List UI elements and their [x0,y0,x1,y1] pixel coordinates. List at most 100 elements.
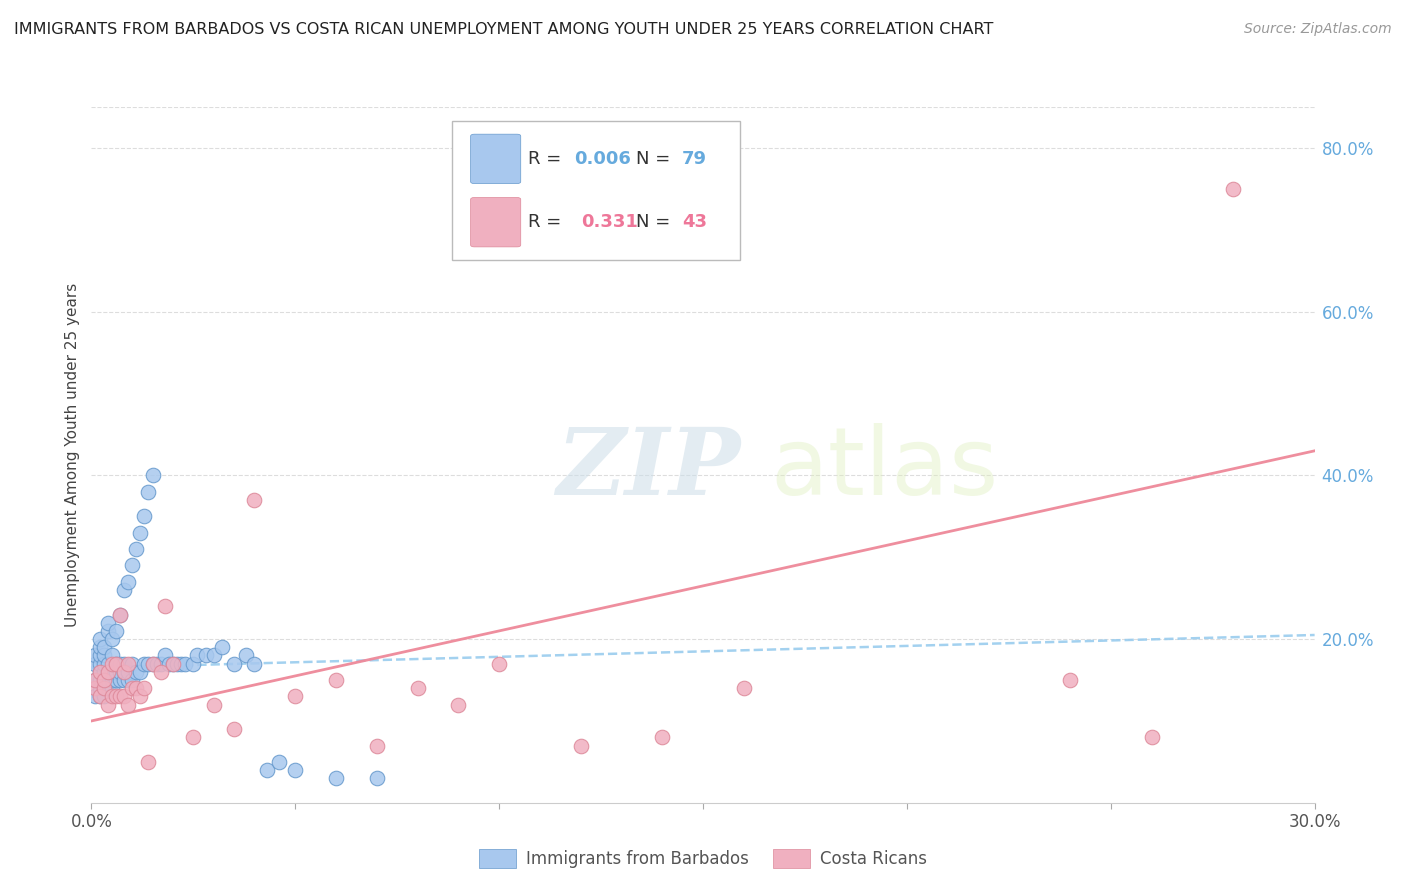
Point [125,665,148,679]
Point [101,690,124,704]
Point [108,690,131,704]
Point [101,681,124,696]
Point [89,632,111,646]
Point [138,755,160,769]
Point [284,763,307,777]
Point [97,673,120,687]
FancyBboxPatch shape [471,197,520,247]
Point [89,665,111,679]
Point [117,673,139,687]
Point [108,607,131,622]
Point [84,681,107,696]
Point [170,657,193,671]
Point [104,624,127,638]
Point [97,665,120,679]
Point [117,665,139,679]
Point [97,681,120,696]
Point [89,673,111,687]
Point [89,648,111,663]
Point [108,607,131,622]
Point [284,690,307,704]
Y-axis label: Unemployment Among Youth under 25 years: Unemployment Among Youth under 25 years [65,283,80,627]
Point [93,681,115,696]
Point [89,681,111,696]
Point [89,690,111,704]
Point [222,657,246,671]
Point [117,698,139,712]
Text: N =: N = [636,213,676,231]
Text: 0.331: 0.331 [581,213,637,231]
Point [93,640,115,655]
Point [112,665,135,679]
Point [129,690,152,704]
Point [129,525,152,540]
Point [145,657,167,671]
Point [104,657,127,671]
Point [141,657,163,671]
Point [112,657,135,671]
Text: N =: N = [636,150,676,168]
Point [129,665,152,679]
Point [101,648,124,663]
Point [112,582,135,597]
Point [84,648,107,663]
Point [93,673,115,687]
Point [243,657,266,671]
Point [211,640,233,655]
Point [104,673,127,687]
Point [84,673,107,687]
Point [1059,673,1081,687]
Point [121,558,143,573]
Point [134,509,156,524]
Point [406,681,429,696]
Point [121,657,143,671]
Point [149,665,172,679]
Point [112,673,135,687]
Point [89,657,111,671]
Point [134,681,156,696]
Point [186,648,208,663]
Point [174,657,197,671]
Point [325,771,347,785]
Text: 0.006: 0.006 [575,150,631,168]
Point [101,673,124,687]
Point [651,731,673,745]
Point [325,673,347,687]
Point [93,690,115,704]
Point [1222,182,1244,196]
Text: atlas: atlas [770,423,998,515]
Point [243,492,266,507]
Point [97,624,120,638]
Text: R =: R = [529,213,572,231]
Point [84,673,107,687]
Point [121,673,143,687]
Text: Source: ZipAtlas.com: Source: ZipAtlas.com [1244,22,1392,37]
Point [112,665,135,679]
Point [256,763,278,777]
Point [569,739,592,753]
Point [125,681,148,696]
Point [366,739,388,753]
Point [89,665,111,679]
Point [733,681,755,696]
Point [108,657,131,671]
Point [101,665,124,679]
Point [117,657,139,671]
Point [194,648,217,663]
Point [108,673,131,687]
Point [117,574,139,589]
Point [157,657,180,671]
Point [97,665,120,679]
Point [101,657,124,671]
Point [93,648,115,663]
Point [183,657,205,671]
Point [267,755,290,769]
Text: IMMIGRANTS FROM BARBADOS VS COSTA RICAN UNEMPLOYMENT AMONG YOUTH UNDER 25 YEARS : IMMIGRANTS FROM BARBADOS VS COSTA RICAN … [14,22,994,37]
Point [93,681,115,696]
Point [141,657,163,671]
Point [125,542,148,557]
Point [108,665,131,679]
Point [84,690,107,704]
Point [104,665,127,679]
Point [112,690,135,704]
